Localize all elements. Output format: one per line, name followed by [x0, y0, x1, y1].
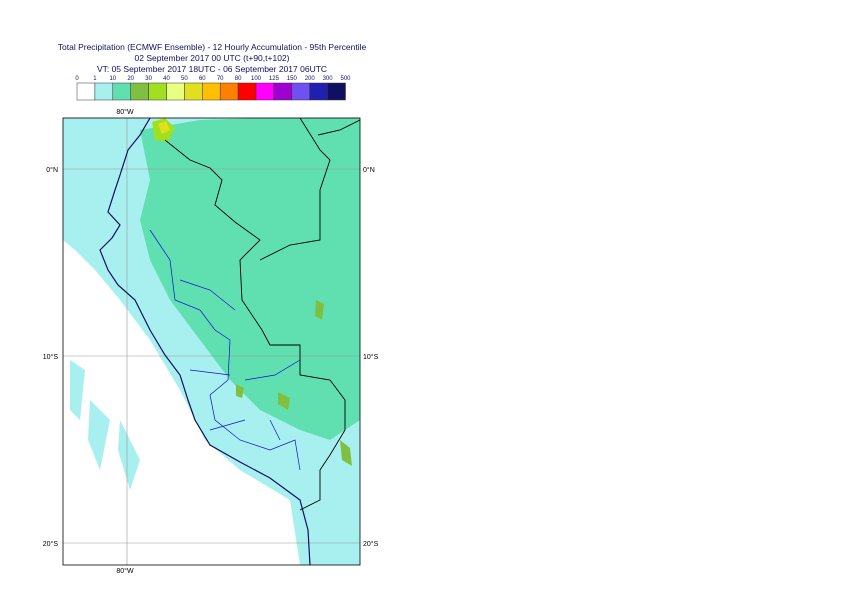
legend-level: 10: [109, 76, 116, 82]
precip-light: [70, 360, 140, 490]
legend-swatch: [94, 82, 114, 101]
legend-swatch: [166, 82, 185, 101]
legend-swatch: [237, 82, 257, 101]
legend-level: 30: [145, 76, 152, 82]
legend-swatch: [112, 82, 131, 101]
title-block: Total Precipitation (ECMWF Ensemble) - 1…: [58, 42, 367, 74]
legend-level: 70: [217, 76, 224, 82]
lat-label: 20°S: [363, 540, 379, 548]
precip-moderate: [140, 118, 360, 440]
subtitle: 02 September 2017 00 UTC (t+90,t+102): [135, 53, 290, 63]
legend-level: 125: [269, 76, 280, 82]
legend-level: 20: [127, 76, 134, 82]
title: Total Precipitation (ECMWF Ensemble) - 1…: [58, 42, 367, 52]
lat-label: 10°S: [43, 353, 59, 361]
legend-level: 60: [199, 76, 206, 82]
subtitle: VT: 05 September 2017 18UTC - 06 Septemb…: [97, 64, 327, 74]
lon-label: 80°W: [116, 567, 134, 575]
lat-label: 20°S: [43, 540, 59, 548]
lat-label: 10°S: [363, 353, 379, 361]
legend-swatch: [273, 82, 293, 101]
country-border: [164, 118, 360, 511]
precip-light: [200, 360, 260, 460]
legend-level: 300: [323, 76, 334, 82]
legend-swatch: [219, 82, 239, 101]
coastline: [99, 118, 311, 565]
legend-level: 0: [75, 76, 79, 82]
map-frame: [62, 117, 361, 566]
lat-label: 0°N: [46, 166, 58, 174]
legend-swatch: [202, 82, 221, 101]
legend-level: 40: [163, 76, 170, 82]
legend-swatch: [184, 82, 203, 101]
map: 80°W 80°W 0°N 0°N 10°S 10°S 20°S 20°S: [43, 108, 379, 575]
legend-level: 100: [251, 76, 262, 82]
legend-swatch: [130, 82, 149, 101]
legend-swatch: [76, 82, 96, 101]
legend-level: 80: [235, 76, 242, 82]
precip-heavy: [158, 121, 170, 134]
legend-swatch: [327, 82, 346, 101]
lon-label: 80°W: [116, 108, 134, 116]
legend-level: 500: [340, 76, 351, 82]
legend-swatch: [309, 82, 328, 101]
legend-level: 50: [181, 76, 188, 82]
legend-swatch: [255, 82, 275, 101]
legend: 0 1 10 20 30 40 50 60 70 80 100 125 150 200 300 500: [75, 76, 351, 101]
legend-swatch: [148, 82, 167, 101]
legend-level: 200: [305, 76, 316, 82]
legend-swatch: [291, 82, 310, 101]
region-border: [149, 229, 301, 471]
legend-level: 150: [287, 76, 298, 82]
lat-label: 0°N: [363, 166, 375, 174]
legend-level: 1: [93, 76, 97, 82]
